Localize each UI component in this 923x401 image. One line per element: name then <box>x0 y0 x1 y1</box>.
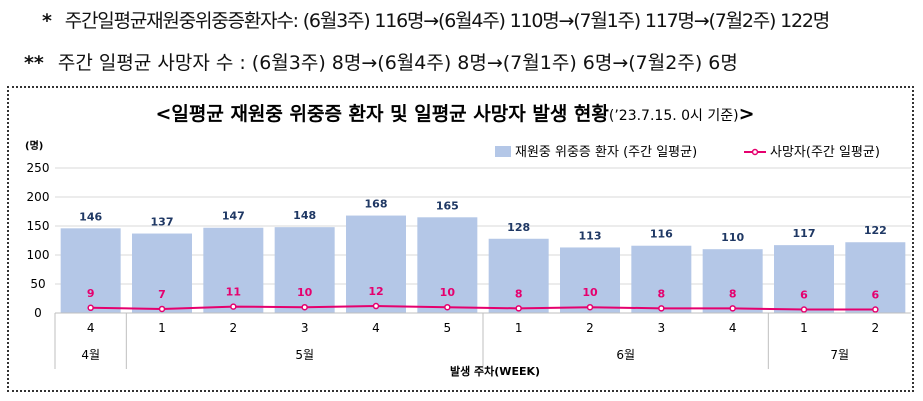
line-point <box>658 305 665 312</box>
line-point <box>444 303 451 311</box>
x-tick-label: 2 <box>230 321 238 335</box>
bar <box>488 238 549 313</box>
x-tick-label: 1 <box>800 321 808 335</box>
bar-value-label: 137 <box>151 216 174 229</box>
line-value-label: 10 <box>297 286 313 299</box>
bar-value-label: 168 <box>365 198 388 211</box>
bar <box>417 217 478 313</box>
legend: 재원중 위중증 환자 (주간 일평균) 사망자(주간 일평균) <box>495 145 880 160</box>
month-label: 6월 <box>616 348 635 362</box>
y-tick-label: 150 <box>27 219 50 233</box>
x-axis-title: 발생 주차(WEEK) <box>450 364 540 378</box>
bar-value-label: 122 <box>864 224 887 237</box>
bar-value-label: 147 <box>222 210 245 223</box>
bar <box>346 215 406 313</box>
legend-swatch-point <box>751 148 759 156</box>
bar <box>702 249 763 313</box>
note-mark: ** <box>24 52 44 74</box>
x-tick-label: 2 <box>872 321 880 335</box>
bar <box>274 227 335 313</box>
y-tick-label: 50 <box>30 277 45 291</box>
line-point <box>515 305 522 312</box>
line-value-label: 10 <box>582 286 598 299</box>
x-tick-label: 4 <box>729 321 737 335</box>
line-value-label: 12 <box>368 285 383 298</box>
bar <box>774 245 834 313</box>
bar-series <box>60 215 906 313</box>
chart-frame: <일평균 재원중 위중증 환자 및 일평균 사망자 발생 현황(’23.7.15… <box>7 86 914 392</box>
bar-value-label: 146 <box>79 210 102 223</box>
bar <box>60 228 121 313</box>
x-tick-label: 4 <box>372 321 380 335</box>
bar-value-label: 165 <box>436 199 459 212</box>
y-axis-unit: (명) <box>25 139 43 152</box>
month-label: 5월 <box>295 348 314 362</box>
note-text: 주간 일평균 사망자 수 : (6월3주) 8명→(6월4주) 8명→(7월1주… <box>57 52 738 74</box>
legend-swatch-bar <box>495 146 511 157</box>
death-line <box>90 305 876 311</box>
grid <box>55 167 911 285</box>
line-point <box>800 306 808 313</box>
y-tick-label: 100 <box>27 248 50 262</box>
x-tick-label: 3 <box>658 321 666 335</box>
x-tick-label: 4 <box>87 321 95 335</box>
line-point <box>301 303 308 311</box>
bar <box>203 227 264 313</box>
bar-value-label: 110 <box>721 231 744 244</box>
bar <box>631 245 692 313</box>
x-tick-label: 1 <box>515 321 523 335</box>
bar-value-label: 113 <box>579 229 602 242</box>
line-point <box>372 302 380 310</box>
bar-value-label: 128 <box>507 221 530 234</box>
chart-title: <일평균 재원중 위중증 환자 및 일평균 사망자 발생 현황(’23.7.15… <box>155 102 754 125</box>
line-series <box>87 302 879 313</box>
legend-label-bar: 재원중 위중증 환자 (주간 일평균) <box>515 145 697 160</box>
chart-title-close: > <box>739 103 755 125</box>
chart: <일평균 재원중 위중증 환자 및 일평균 사망자 발생 현황(’23.7.15… <box>25 102 911 378</box>
line-value-label: 6 <box>800 289 808 302</box>
bar <box>845 242 906 313</box>
note-deaths: ** 주간 일평균 사망자 수 : (6월3주) 8명→(6월4주) 8명→(7월… <box>24 50 738 76</box>
line-point <box>729 305 736 312</box>
y-tick-label: 250 <box>27 161 50 175</box>
chart-title-date: (’23.7.15. 0시 기준) <box>609 108 739 124</box>
legend-label-line: 사망자(주간 일평균) <box>770 145 880 160</box>
month-label: 7월 <box>830 348 849 362</box>
chart-title-main: <일평균 재원중 위중증 환자 및 일평균 사망자 발생 현황 <box>155 102 609 125</box>
note-text: 주간일평균재원중위중증환자수: (6월3주) 116명→(6월4주) 110명→… <box>64 10 831 32</box>
note-mark: * <box>42 10 52 32</box>
y-tick-label: 200 <box>27 190 50 204</box>
line-value-label: 9 <box>87 287 95 300</box>
bar <box>560 247 620 313</box>
month-label: 4월 <box>81 348 100 362</box>
line-value-label: 8 <box>658 287 666 300</box>
line-value-label: 8 <box>729 287 737 300</box>
y-tick-label: 0 <box>34 306 42 320</box>
line-point <box>872 306 879 313</box>
line-value-label: 6 <box>872 289 880 302</box>
bar-value-label: 117 <box>793 227 816 240</box>
bar-value-label: 116 <box>650 228 673 241</box>
line-value-label: 8 <box>515 287 523 300</box>
x-tick-label: 5 <box>444 321 452 335</box>
line-point <box>158 305 166 313</box>
line-point <box>586 303 594 311</box>
bar-value-label: 148 <box>293 209 316 222</box>
line-value-label: 7 <box>158 288 166 301</box>
bar <box>132 233 192 313</box>
line-value-label: 11 <box>226 286 241 299</box>
line-point <box>230 303 237 310</box>
line-value-label: 10 <box>440 286 456 299</box>
x-tick-label: 1 <box>158 321 166 335</box>
x-tick-label: 3 <box>301 321 309 335</box>
note-critical-patients: * 주간일평균재원중위중증환자수: (6월3주) 116명→(6월4주) 110명… <box>42 8 831 34</box>
line-point <box>87 304 94 312</box>
x-tick-label: 2 <box>586 321 594 335</box>
